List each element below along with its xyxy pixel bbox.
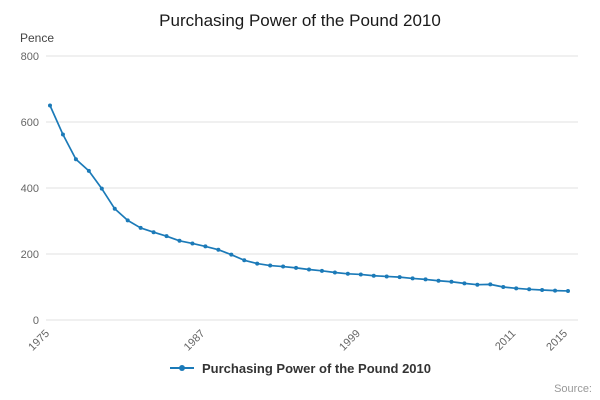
- y-axis-label: Pence: [20, 32, 54, 45]
- x-tick-label: 1975: [26, 328, 52, 354]
- data-point[interactable]: [514, 286, 519, 291]
- data-point[interactable]: [307, 267, 311, 272]
- data-point[interactable]: [73, 157, 78, 162]
- data-point[interactable]: [190, 241, 195, 246]
- legend-label: Purchasing Power of the Pound 2010: [202, 360, 431, 376]
- data-point[interactable]: [436, 278, 441, 283]
- data-point[interactable]: [99, 186, 104, 191]
- data-point[interactable]: [164, 234, 169, 239]
- data-point[interactable]: [48, 103, 52, 108]
- data-point[interactable]: [566, 288, 570, 293]
- data-point[interactable]: [423, 277, 428, 282]
- chart-title: Purchasing Power of the Pound 2010: [159, 11, 441, 30]
- data-point[interactable]: [255, 261, 260, 266]
- data-point[interactable]: [501, 285, 506, 289]
- data-point[interactable]: [371, 273, 376, 278]
- data-point[interactable]: [177, 238, 182, 243]
- data-point[interactable]: [449, 279, 454, 284]
- y-tick-label: 200: [21, 249, 39, 261]
- data-point[interactable]: [125, 218, 130, 223]
- data-point[interactable]: [112, 206, 117, 211]
- data-point[interactable]: [475, 282, 480, 287]
- plot-area: 0 200 400 600 800 Pence 1975 1987 1999 2011 2015: [0, 31, 600, 354]
- data-point[interactable]: [332, 270, 337, 275]
- data-point[interactable]: [540, 287, 545, 292]
- data-point[interactable]: [268, 263, 273, 268]
- data-point[interactable]: [397, 275, 402, 280]
- y-tick-label: 600: [21, 117, 39, 129]
- y-tick-label: 0: [33, 315, 39, 327]
- data-point[interactable]: [281, 264, 286, 269]
- data-point[interactable]: [345, 271, 350, 276]
- legend-item[interactable]: Purchasing Power of the Pound 2010: [0, 356, 600, 380]
- data-point[interactable]: [553, 288, 558, 293]
- data-point[interactable]: [229, 252, 234, 257]
- data-point[interactable]: [462, 281, 467, 286]
- data-point[interactable]: [319, 268, 324, 273]
- x-tick-label: 1999: [337, 328, 363, 354]
- data-point[interactable]: [488, 282, 493, 287]
- y-tick-label: 400: [21, 183, 39, 195]
- data-point[interactable]: [410, 276, 415, 281]
- data-point[interactable]: [151, 230, 156, 235]
- data-point[interactable]: [384, 274, 389, 279]
- x-tick-label: 2015: [544, 328, 570, 354]
- data-line: [49, 104, 569, 292]
- data-point[interactable]: [138, 225, 143, 230]
- legend-line-icon: [170, 365, 194, 371]
- data-point[interactable]: [294, 265, 299, 270]
- data-point[interactable]: [242, 258, 247, 263]
- y-tick-label: 800: [21, 51, 39, 63]
- data-point[interactable]: [358, 272, 363, 277]
- data-point[interactable]: [86, 168, 91, 173]
- data-point[interactable]: [60, 132, 65, 137]
- x-tick-label: 1987: [182, 328, 208, 354]
- data-point[interactable]: [216, 247, 221, 252]
- line-chart: 0 200 400 600 800 Pence 1975 1987 1999 2011 2015: [20, 31, 578, 354]
- data-point[interactable]: [203, 244, 208, 249]
- x-tick-label: 2011: [493, 328, 518, 353]
- data-point[interactable]: [527, 287, 532, 292]
- source-label: Source:: [554, 383, 592, 395]
